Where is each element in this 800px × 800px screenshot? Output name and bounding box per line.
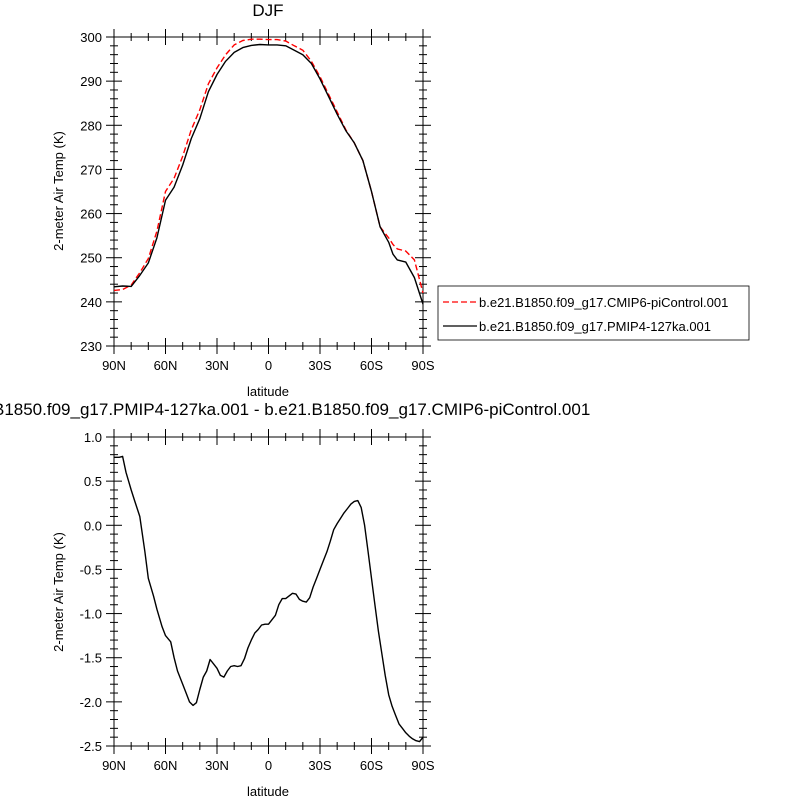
y-tick-label: 1.0 [84, 430, 102, 445]
plot-frame [113, 436, 424, 747]
series-line-1 [113, 43, 424, 305]
y-tick-label: -2.0 [80, 695, 102, 710]
y-tick-label: 290 [80, 74, 102, 89]
chart-title-difference: b.e21.B1850.f09_g17.PMIP4-127ka.001 - b.… [0, 400, 590, 419]
x-tick-label: 60S [360, 358, 383, 373]
chart-title: DJF [252, 1, 283, 20]
x-tick-label: 30N [205, 758, 229, 773]
x-tick-label: 30S [308, 758, 331, 773]
plot-frame [113, 36, 424, 347]
legend: b.e21.B1850.f09_g17.CMIP6-piControl.001 … [437, 285, 750, 341]
y-tick-label: 270 [80, 162, 102, 177]
y-tick-label: 300 [80, 30, 102, 45]
y-axis-label: 2-meter Air Temp (K) [51, 532, 66, 652]
x-tick-label: 90S [411, 358, 434, 373]
legend-entry-127ka: b.e21.B1850.f09_g17.PMIP4-127ka.001 [479, 319, 711, 334]
plot-area-difference: 90N 60N 30N 0 30S 60S 90S 1.0 0.5 0.0 -0.5 -1.0 -1.5… [80, 429, 435, 773]
y-tick-label: 0.0 [84, 518, 102, 533]
y-tick-label: 260 [80, 207, 102, 222]
legend-box [437, 285, 750, 341]
temperature-panel: DJF 90N 60N 30N 0 30S 60S 90S 230 240 250 260 270 28… [51, 1, 750, 399]
y-tick-label: -2.5 [80, 739, 102, 754]
x-tick-label: 30N [205, 358, 229, 373]
x-tick-label: 0 [265, 758, 272, 773]
y-tick-label: -0.5 [80, 562, 102, 577]
x-axis-label: latitude [247, 384, 289, 399]
y-tick-label: 250 [80, 251, 102, 266]
x-tick-label: 0 [265, 358, 272, 373]
legend-entry-piControl: b.e21.B1850.f09_g17.CMIP6-piControl.001 [479, 295, 728, 310]
series-line-0 [114, 455, 424, 743]
y-tick-label: -1.0 [80, 607, 102, 622]
plot-area: 90N 60N 30N 0 30S 60S 90S 230 240 250 260 270 280 290… [80, 29, 435, 373]
y-tick-label: 230 [80, 339, 102, 354]
y-tick-label: 280 [80, 118, 102, 133]
series-line-0 [113, 38, 424, 294]
x-tick-label: 60N [154, 758, 178, 773]
y-axis-label: 2-meter Air Temp (K) [51, 131, 66, 251]
x-tick-label: 60N [154, 358, 178, 373]
x-tick-label: 60S [360, 758, 383, 773]
x-tick-label: 30S [308, 358, 331, 373]
y-tick-label: 0.5 [84, 474, 102, 489]
x-tick-label: 90S [411, 758, 434, 773]
y-tick-label: 240 [80, 295, 102, 310]
x-tick-label: 90N [102, 758, 126, 773]
x-tick-label: 90N [102, 358, 126, 373]
difference-panel: b.e21.B1850.f09_g17.PMIP4-127ka.001 - b.… [0, 400, 590, 799]
x-axis-label: latitude [247, 784, 289, 799]
y-tick-label: -1.5 [80, 651, 102, 666]
